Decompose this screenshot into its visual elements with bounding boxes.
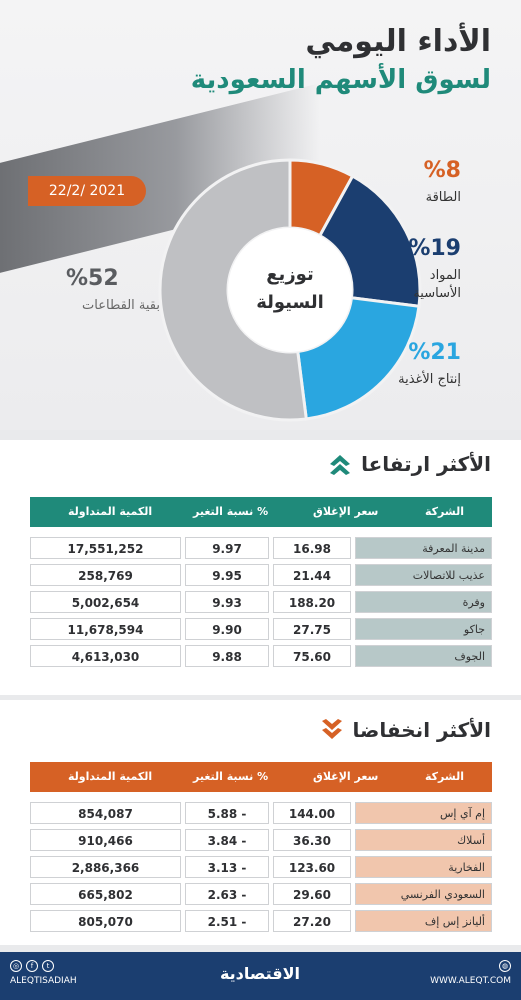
- title-line-1: الأداء اليومي: [305, 24, 491, 59]
- col-volume: الكمية المتداولة: [68, 505, 153, 518]
- cell-company: إم آي إس: [355, 802, 492, 824]
- cell-volume: 805,070: [30, 910, 181, 932]
- cell-close: 21.44: [273, 564, 351, 586]
- cell-company: أسلاك: [355, 829, 492, 851]
- col-company: الشركة: [424, 505, 464, 518]
- materials-label-1: المواد: [429, 268, 461, 283]
- cell-close: 188.20: [273, 591, 351, 613]
- gainers-section: الأكثر ارتفاعا الشركة سعر الإغلاق نسبة ا…: [0, 440, 521, 695]
- donut-center: [228, 228, 352, 352]
- col-company: الشركة: [424, 770, 464, 783]
- losers-title: الأكثر انخفاضا: [319, 718, 491, 742]
- table-row: إم آي إس 144.00 5.88 -854,087: [30, 802, 492, 824]
- page-title: الأداء اليومي لسوق الأسهم السعودية: [191, 22, 491, 98]
- cell-change: 9.88: [185, 645, 269, 667]
- cell-close: 29.60: [273, 883, 351, 905]
- cell-close: 123.60: [273, 856, 351, 878]
- table-row: أليانز إس إف 27.20 2.51 -805,070: [30, 910, 492, 932]
- instagram-icon[interactable]: ◎: [10, 960, 22, 972]
- title-line-2: لسوق الأسهم السعودية: [190, 65, 491, 95]
- energy-label: الطاقة: [425, 190, 461, 205]
- footer-bar: ◎ f t ALEQTISADIAH الاقتصادية ◍ WWW.ALEQ…: [0, 952, 521, 1000]
- cell-volume: 910,466: [30, 829, 181, 851]
- table-row: السعودي الفرنسي 29.60 2.63 -665,802: [30, 883, 492, 905]
- donut-center-line-1: توزيع: [266, 264, 313, 285]
- cell-close: 27.20: [273, 910, 351, 932]
- others-label: بقية القطاعات: [82, 298, 160, 313]
- globe-icon: ◍: [499, 960, 511, 972]
- cell-volume: 4,613,030: [30, 645, 181, 667]
- cell-volume: 665,802: [30, 883, 181, 905]
- losers-title-text: الأكثر انخفاضا: [352, 718, 491, 742]
- cell-company: السعودي الفرنسي: [355, 883, 492, 905]
- cell-close: 144.00: [273, 802, 351, 824]
- gainers-title-text: الأكثر ارتفاعا: [361, 452, 491, 476]
- table-row: الفخارية 123.60 3.13 -2,886,366: [30, 856, 492, 878]
- cell-change: 2.63 -: [185, 883, 269, 905]
- table-row: عذيب للاتصالات 21.44 9.95 258,769: [30, 564, 492, 586]
- cell-volume: 11,678,594: [30, 618, 181, 640]
- table-row: الجوف 75.60 9.88 4,613,030: [30, 645, 492, 667]
- cell-company: جاكو: [355, 618, 492, 640]
- cell-volume: 854,087: [30, 802, 181, 824]
- cell-change: 9.93: [185, 591, 269, 613]
- table-row: جاكو 27.75 9.90 11,678,594: [30, 618, 492, 640]
- website-link[interactable]: WWW.ALEQT.COM: [430, 976, 511, 986]
- cell-volume: 258,769: [30, 564, 181, 586]
- others-pct: %52: [66, 266, 119, 291]
- cell-close: 75.60: [273, 645, 351, 667]
- liquidity-donut-chart: توزيع السيولة: [158, 158, 422, 422]
- cell-company: الجوف: [355, 645, 492, 667]
- gainers-title: الأكثر ارتفاعا: [327, 452, 491, 476]
- footer-social: ◎ f t ALEQTISADIAH: [10, 960, 77, 986]
- materials-label-2: الأساسية: [413, 286, 461, 301]
- cell-change: 9.95: [185, 564, 269, 586]
- food-pct: %21: [408, 340, 461, 365]
- cell-change: 2.51 -: [185, 910, 269, 932]
- twitter-icon[interactable]: t: [42, 960, 54, 972]
- col-volume: الكمية المتداولة: [68, 770, 153, 783]
- cell-change: 5.88 -: [185, 802, 269, 824]
- social-handle[interactable]: ALEQTISADIAH: [10, 976, 77, 986]
- cell-company: مدينة المعرفة: [355, 537, 492, 559]
- col-change: نسبة التغير %: [193, 770, 269, 783]
- energy-pct: %8: [423, 158, 461, 183]
- losers-table-header: الشركة سعر الإغلاق نسبة التغير % الكمية …: [30, 762, 492, 792]
- table-row: أسلاك 36.30 3.84 -910,466: [30, 829, 492, 851]
- cell-close: 27.75: [273, 618, 351, 640]
- double-chevron-down-icon: [321, 719, 342, 739]
- table-row: وفرة 188.20 9.93 5,002,654: [30, 591, 492, 613]
- cell-company: أليانز إس إف: [355, 910, 492, 932]
- double-chevron-up-icon: [330, 455, 351, 475]
- cell-volume: 2,886,366: [30, 856, 181, 878]
- cell-volume: 17,551,252: [30, 537, 181, 559]
- facebook-icon[interactable]: f: [26, 960, 38, 972]
- date-badge: 22/2/ 2021: [28, 176, 146, 206]
- cell-change: 9.97: [185, 537, 269, 559]
- col-change: نسبة التغير %: [193, 505, 269, 518]
- footer-logo: الاقتصادية: [219, 964, 301, 983]
- col-close: سعر الإغلاق: [313, 505, 379, 518]
- cell-change: 3.13 -: [185, 856, 269, 878]
- food-label: إنتاج الأغذية: [398, 372, 461, 387]
- table-row: مدينة المعرفة 16.98 9.97 17,551,252: [30, 537, 492, 559]
- cell-change: 9.90: [185, 618, 269, 640]
- materials-pct: %19: [408, 236, 461, 261]
- col-close: سعر الإغلاق: [313, 770, 379, 783]
- cell-company: عذيب للاتصالات: [355, 564, 492, 586]
- cell-company: الفخارية: [355, 856, 492, 878]
- cell-close: 36.30: [273, 829, 351, 851]
- losers-section: الأكثر انخفاضا الشركة سعر الإغلاق نسبة ا…: [0, 700, 521, 945]
- cell-volume: 5,002,654: [30, 591, 181, 613]
- cell-company: وفرة: [355, 591, 492, 613]
- cell-close: 16.98: [273, 537, 351, 559]
- gainers-table-header: الشركة سعر الإغلاق نسبة التغير % الكمية …: [30, 497, 492, 527]
- footer-web: ◍ WWW.ALEQT.COM: [430, 960, 511, 986]
- cell-change: 3.84 -: [185, 829, 269, 851]
- donut-center-line-2: السيولة: [256, 292, 324, 313]
